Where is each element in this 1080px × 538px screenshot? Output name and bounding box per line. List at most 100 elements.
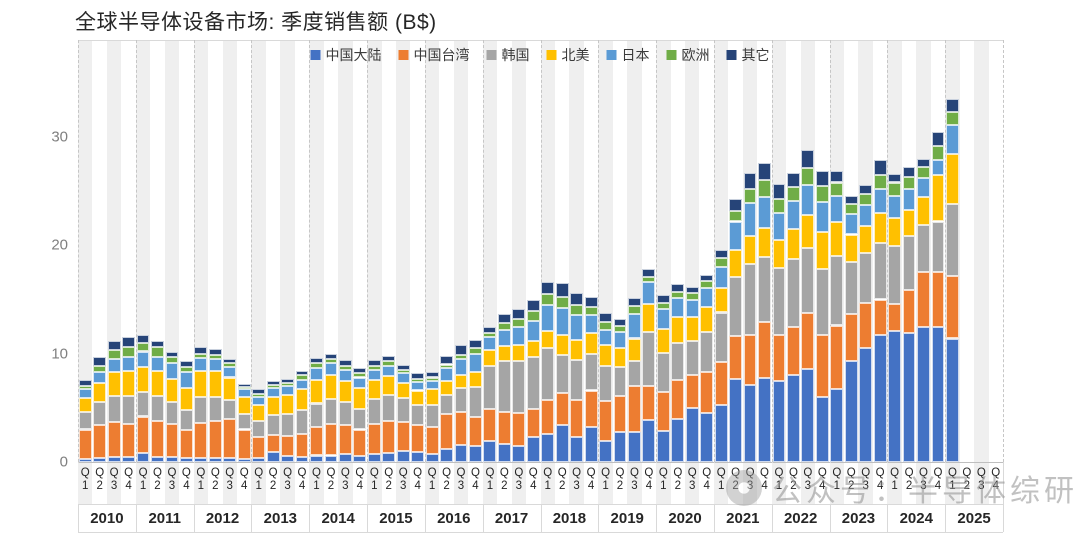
bar-segment-欧洲-2020Q4: [700, 281, 714, 288]
bar-segment-其它-2019Q4: [642, 269, 656, 277]
bar-segment-日本-2010Q4: [122, 356, 135, 371]
bar-segment-中国大陆-2018Q4: [584, 427, 598, 462]
bar-segment-北美-2010Q1: [78, 398, 92, 413]
bar-segment-日本-2015Q2: [382, 365, 396, 377]
bar-segment-日本-2018Q3: [570, 314, 584, 340]
bar-segment-日本-2022Q4: [815, 202, 829, 233]
bar-segment-中国大陆-2023Q4: [873, 335, 887, 462]
year-gridline: [829, 40, 831, 462]
bar-segment-北美-2024Q4: [931, 174, 945, 222]
bar-segment-北美-2017Q3: [512, 345, 526, 362]
legend-item-其它: 其它: [726, 45, 770, 65]
bar-segment-其它-2013Q3: [281, 378, 294, 383]
bar-segment-中国台湾-2017Q4: [526, 408, 540, 438]
bar-segment-中国大陆-2021Q3: [743, 385, 757, 462]
bar-segment-日本-2023Q1: [830, 195, 844, 222]
bar-segment-日本-2024Q1: [888, 195, 902, 219]
bar-segment-韩国-2018Q3: [570, 360, 584, 401]
bar-segment-中国大陆-2019Q1: [599, 441, 612, 462]
year-gridline: [367, 40, 369, 462]
bar-segment-欧洲-2022Q2: [787, 186, 800, 201]
background-stripe: [251, 40, 266, 462]
bar-segment-其它-2020Q4: [700, 274, 714, 282]
bar-segment-中国台湾-2013Q3: [281, 436, 294, 456]
bar-segment-欧洲-2015Q3: [396, 369, 410, 374]
bar-segment-中国大陆-2010Q3: [107, 456, 121, 462]
bar-segment-其它-2011Q3: [165, 351, 179, 357]
bar-segment-韩国-2018Q4: [584, 353, 598, 391]
bar-segment-北美-2014Q4: [353, 388, 367, 409]
bar-segment-其它-2011Q2: [151, 340, 164, 348]
bar-segment-韩国-2020Q1: [656, 352, 670, 392]
y-tick-label: 10: [51, 345, 68, 363]
bar-segment-中国台湾-2013Q4: [295, 433, 309, 457]
bar-segment-日本-2019Q3: [628, 313, 641, 339]
bar-segment-其它-2025Q1: [945, 99, 959, 113]
bar-segment-其它-2021Q3: [743, 172, 757, 189]
x-tick-year: 2020: [668, 510, 702, 527]
bar-segment-欧洲-2014Q3: [338, 365, 352, 370]
bar-segment-中国台湾-2010Q2: [93, 425, 107, 458]
bar-segment-北美-2020Q4: [700, 307, 714, 332]
bar-segment-北美-2017Q2: [497, 346, 511, 362]
x-tick-year: 2014: [321, 510, 355, 527]
bar-segment-其它-2018Q2: [555, 283, 569, 298]
x-tick-year: 2025: [957, 510, 991, 527]
bar-segment-中国台湾-2012Q1: [194, 423, 208, 458]
bar-segment-中国台湾-2014Q4: [353, 429, 367, 456]
bar-segment-韩国-2012Q1: [194, 397, 208, 423]
bar-segment-欧洲-2016Q4: [469, 348, 482, 354]
x-tick-year: 2013: [263, 510, 298, 527]
bar-segment-其它-2016Q3: [454, 345, 468, 355]
legend-swatch-icon: [726, 50, 737, 60]
bar-segment-韩国-2010Q2: [93, 402, 107, 426]
bar-segment-日本-2021Q1: [714, 267, 728, 288]
bar-segment-中国大陆-2014Q1: [310, 455, 323, 462]
bar-segment-中国台湾-2019Q3: [628, 386, 641, 432]
bar-segment-欧洲-2019Q3: [628, 306, 641, 314]
bar-segment-中国大陆-2011Q1: [136, 453, 150, 462]
bar-segment-北美-2015Q3: [396, 382, 410, 399]
bar-segment-欧洲-2023Q2: [844, 204, 858, 214]
bar-segment-日本-2022Q2: [787, 200, 800, 230]
bar-segment-日本-2014Q2: [324, 363, 338, 376]
bar-segment-中国大陆-2017Q2: [497, 443, 511, 462]
bar-segment-中国大陆-2014Q4: [353, 455, 367, 462]
x-tick-year: 2015: [379, 510, 413, 527]
bar-segment-欧洲-2024Q2: [902, 177, 916, 189]
bar-segment-其它-2019Q1: [599, 312, 612, 323]
bar-segment-北美-2020Q1: [656, 328, 670, 353]
bar-segment-日本-2014Q4: [353, 377, 367, 389]
bar-segment-北美-2013Q4: [295, 389, 309, 410]
bar-segment-北美-2023Q4: [873, 212, 887, 244]
bar-segment-欧洲-2022Q3: [801, 168, 815, 185]
bar-segment-北美-2018Q3: [570, 339, 584, 361]
bar-segment-韩国-2015Q3: [396, 398, 410, 422]
bar-segment-其它-2023Q2: [844, 195, 858, 205]
bar-segment-中国大陆-2022Q2: [787, 375, 800, 462]
bar-segment-北美-2010Q3: [107, 372, 121, 396]
bar-segment-北美-2016Q1: [425, 389, 439, 405]
x-tick-year: 2010: [90, 510, 124, 527]
year-gridline: [598, 40, 600, 462]
bar-segment-其它-2013Q4: [295, 371, 309, 376]
bar-segment-欧洲-2014Q1: [310, 363, 323, 368]
bar-segment-其它-2021Q4: [758, 163, 771, 181]
bar-segment-其它-2018Q4: [584, 297, 598, 308]
bar-segment-中国大陆-2014Q3: [338, 454, 352, 462]
bar-segment-中国大陆-2022Q3: [801, 368, 815, 462]
